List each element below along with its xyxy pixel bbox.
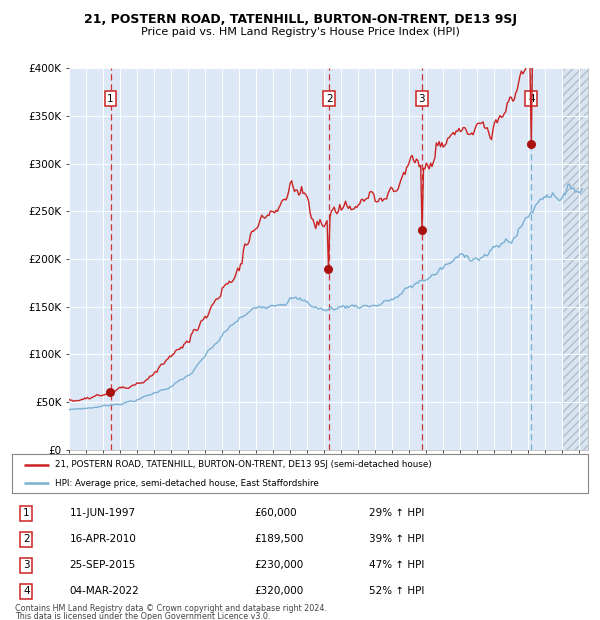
- Bar: [562, 68, 588, 450]
- Text: 2: 2: [326, 94, 332, 104]
- Text: 52% ↑ HPI: 52% ↑ HPI: [369, 587, 424, 596]
- Text: 2: 2: [23, 534, 30, 544]
- Text: 29% ↑ HPI: 29% ↑ HPI: [369, 508, 424, 518]
- Bar: [562, 68, 588, 450]
- Text: 39% ↑ HPI: 39% ↑ HPI: [369, 534, 424, 544]
- Text: 04-MAR-2022: 04-MAR-2022: [70, 587, 139, 596]
- Text: 16-APR-2010: 16-APR-2010: [70, 534, 136, 544]
- Text: £230,000: £230,000: [254, 560, 303, 570]
- Text: HPI: Average price, semi-detached house, East Staffordshire: HPI: Average price, semi-detached house,…: [55, 479, 319, 488]
- Text: 1: 1: [107, 94, 114, 104]
- Text: 47% ↑ HPI: 47% ↑ HPI: [369, 560, 424, 570]
- Text: Contains HM Land Registry data © Crown copyright and database right 2024.: Contains HM Land Registry data © Crown c…: [15, 604, 327, 613]
- Text: £60,000: £60,000: [254, 508, 296, 518]
- Text: £189,500: £189,500: [254, 534, 304, 544]
- Text: 1: 1: [23, 508, 30, 518]
- Text: 21, POSTERN ROAD, TATENHILL, BURTON-ON-TRENT, DE13 9SJ (semi-detached house): 21, POSTERN ROAD, TATENHILL, BURTON-ON-T…: [55, 460, 432, 469]
- Text: 21, POSTERN ROAD, TATENHILL, BURTON-ON-TRENT, DE13 9SJ: 21, POSTERN ROAD, TATENHILL, BURTON-ON-T…: [83, 14, 517, 26]
- Text: 3: 3: [23, 560, 30, 570]
- Text: £320,000: £320,000: [254, 587, 303, 596]
- Text: Price paid vs. HM Land Registry's House Price Index (HPI): Price paid vs. HM Land Registry's House …: [140, 27, 460, 37]
- Text: 3: 3: [418, 94, 425, 104]
- Text: 25-SEP-2015: 25-SEP-2015: [70, 560, 136, 570]
- Text: 4: 4: [23, 587, 30, 596]
- Text: This data is licensed under the Open Government Licence v3.0.: This data is licensed under the Open Gov…: [15, 612, 271, 620]
- Text: 4: 4: [528, 94, 535, 104]
- Text: 11-JUN-1997: 11-JUN-1997: [70, 508, 136, 518]
